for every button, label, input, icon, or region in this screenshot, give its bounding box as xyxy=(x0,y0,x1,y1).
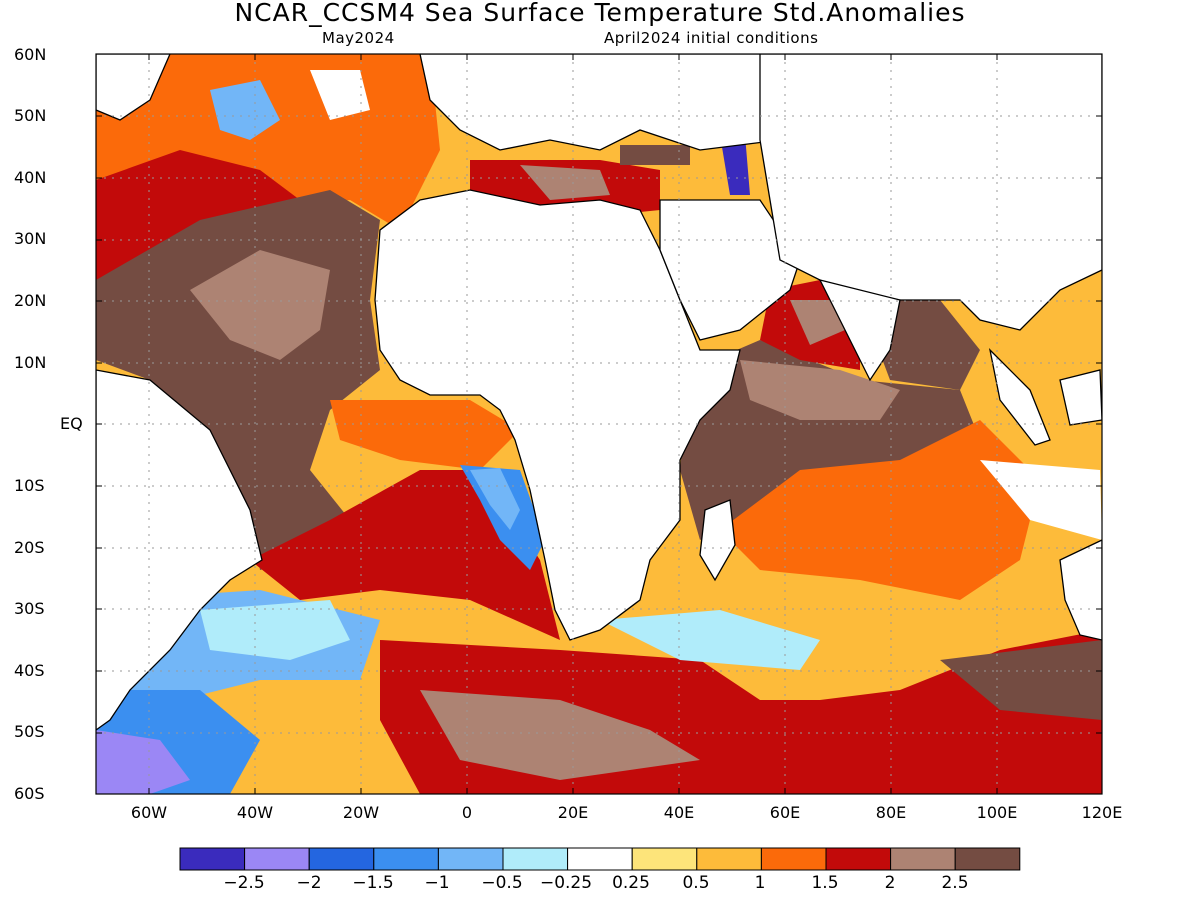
colorbar-label: 1.5 xyxy=(811,873,839,893)
continents xyxy=(96,54,1102,731)
colorbar-swatch xyxy=(760,847,827,871)
lon-label: 40E xyxy=(663,803,695,822)
forecast-month: May2024 xyxy=(322,29,395,47)
lon-label: 60W xyxy=(130,803,168,822)
lat-label: EQ xyxy=(60,414,83,433)
graticule xyxy=(96,54,1102,794)
agulhas-lightblue xyxy=(600,610,820,670)
colorbar-swatch xyxy=(825,847,892,871)
madagascar xyxy=(699,499,736,582)
lat-label: 20N xyxy=(14,291,47,310)
australia xyxy=(1059,539,1102,641)
mediterranean-brown xyxy=(520,165,610,200)
colorbar-swatch xyxy=(308,847,375,871)
initial-conditions: April2024 initial conditions xyxy=(604,29,819,47)
benguela-lightblue xyxy=(470,468,520,530)
lon-label: 20E xyxy=(557,803,589,822)
lon-label: 20W xyxy=(342,803,380,822)
arabian-sea-tan xyxy=(790,300,845,345)
colorbar-label: −2 xyxy=(296,873,322,893)
colorbar-swatch xyxy=(437,847,504,871)
colorbar-label: −0.25 xyxy=(539,873,593,893)
colorbar-swatch xyxy=(696,847,762,871)
caspian-purple xyxy=(720,135,750,195)
lat-label: 50S xyxy=(14,722,45,741)
lon-label: 80E xyxy=(875,803,907,822)
south-american-shelf-lightblue xyxy=(200,600,350,660)
lat-label: 40N xyxy=(14,168,47,187)
europe xyxy=(419,54,781,151)
lon-label: 0 xyxy=(461,803,473,822)
lat-label: 60N xyxy=(14,45,47,64)
colorbar-swatch xyxy=(244,847,310,871)
tropical-atlantic-tan xyxy=(190,250,330,360)
colorbar-label: −1.5 xyxy=(352,873,394,893)
indian-ocean-orange-band xyxy=(720,420,1040,600)
sumatra xyxy=(988,348,1051,446)
iceland-white xyxy=(310,70,370,120)
black-sea-brown xyxy=(620,145,690,165)
argentine-basin-purple xyxy=(96,730,190,794)
gulf-of-guinea-orange xyxy=(330,400,520,470)
southern-ocean-brown-east xyxy=(940,640,1102,720)
colorbar-label: −0.5 xyxy=(481,873,523,893)
colorbar-swatch xyxy=(567,847,633,871)
colorbar-swatch xyxy=(954,847,1021,871)
indonesian-whitecap xyxy=(980,460,1102,540)
colorbar-swatch xyxy=(373,847,439,871)
axis-ticks xyxy=(96,53,1103,795)
lat-label: 40S xyxy=(14,661,45,680)
colorbar-label: 2 xyxy=(884,873,896,893)
lon-label: 120E xyxy=(1081,803,1123,822)
north-america-tip xyxy=(96,54,171,121)
colorbar-swatch xyxy=(179,847,246,871)
south-atlantic-red xyxy=(250,470,560,640)
lon-label: 40W xyxy=(236,803,274,822)
colorbar-swatch xyxy=(502,847,569,871)
lat-label: 50N xyxy=(14,106,47,125)
indian-ocean-tan xyxy=(740,360,900,420)
lat-label: 60S xyxy=(14,784,45,803)
colorbar-label: −1 xyxy=(424,873,450,893)
map-title: NCAR_CCSM4 Sea Surface Temperature Std.A… xyxy=(234,0,966,27)
lon-label: 60E xyxy=(769,803,801,822)
africa xyxy=(374,189,741,641)
colorbar-label: 2.5 xyxy=(941,873,969,893)
colorbar-label: 1 xyxy=(754,873,766,893)
lat-label: 10S xyxy=(14,476,45,495)
colorbar-label: −2.5 xyxy=(223,873,265,893)
southern-ocean-brown-west xyxy=(420,690,700,780)
labrador-lightblue xyxy=(210,80,280,140)
colorbar-label: 0.25 xyxy=(612,873,650,893)
lon-label: 100E xyxy=(976,803,1018,822)
lat-label: 30N xyxy=(14,229,47,248)
colorbar-swatch xyxy=(631,847,698,871)
colorbar-label: 0.5 xyxy=(682,873,710,893)
south-america xyxy=(96,369,263,731)
lat-label: 10N xyxy=(14,353,47,372)
lat-label: 20S xyxy=(14,538,45,557)
colorbar-swatch xyxy=(890,847,956,871)
asia xyxy=(759,54,1102,342)
lat-label: 30S xyxy=(14,599,45,618)
colorbar xyxy=(179,847,1021,871)
borneo xyxy=(1059,369,1102,426)
india xyxy=(818,279,901,382)
